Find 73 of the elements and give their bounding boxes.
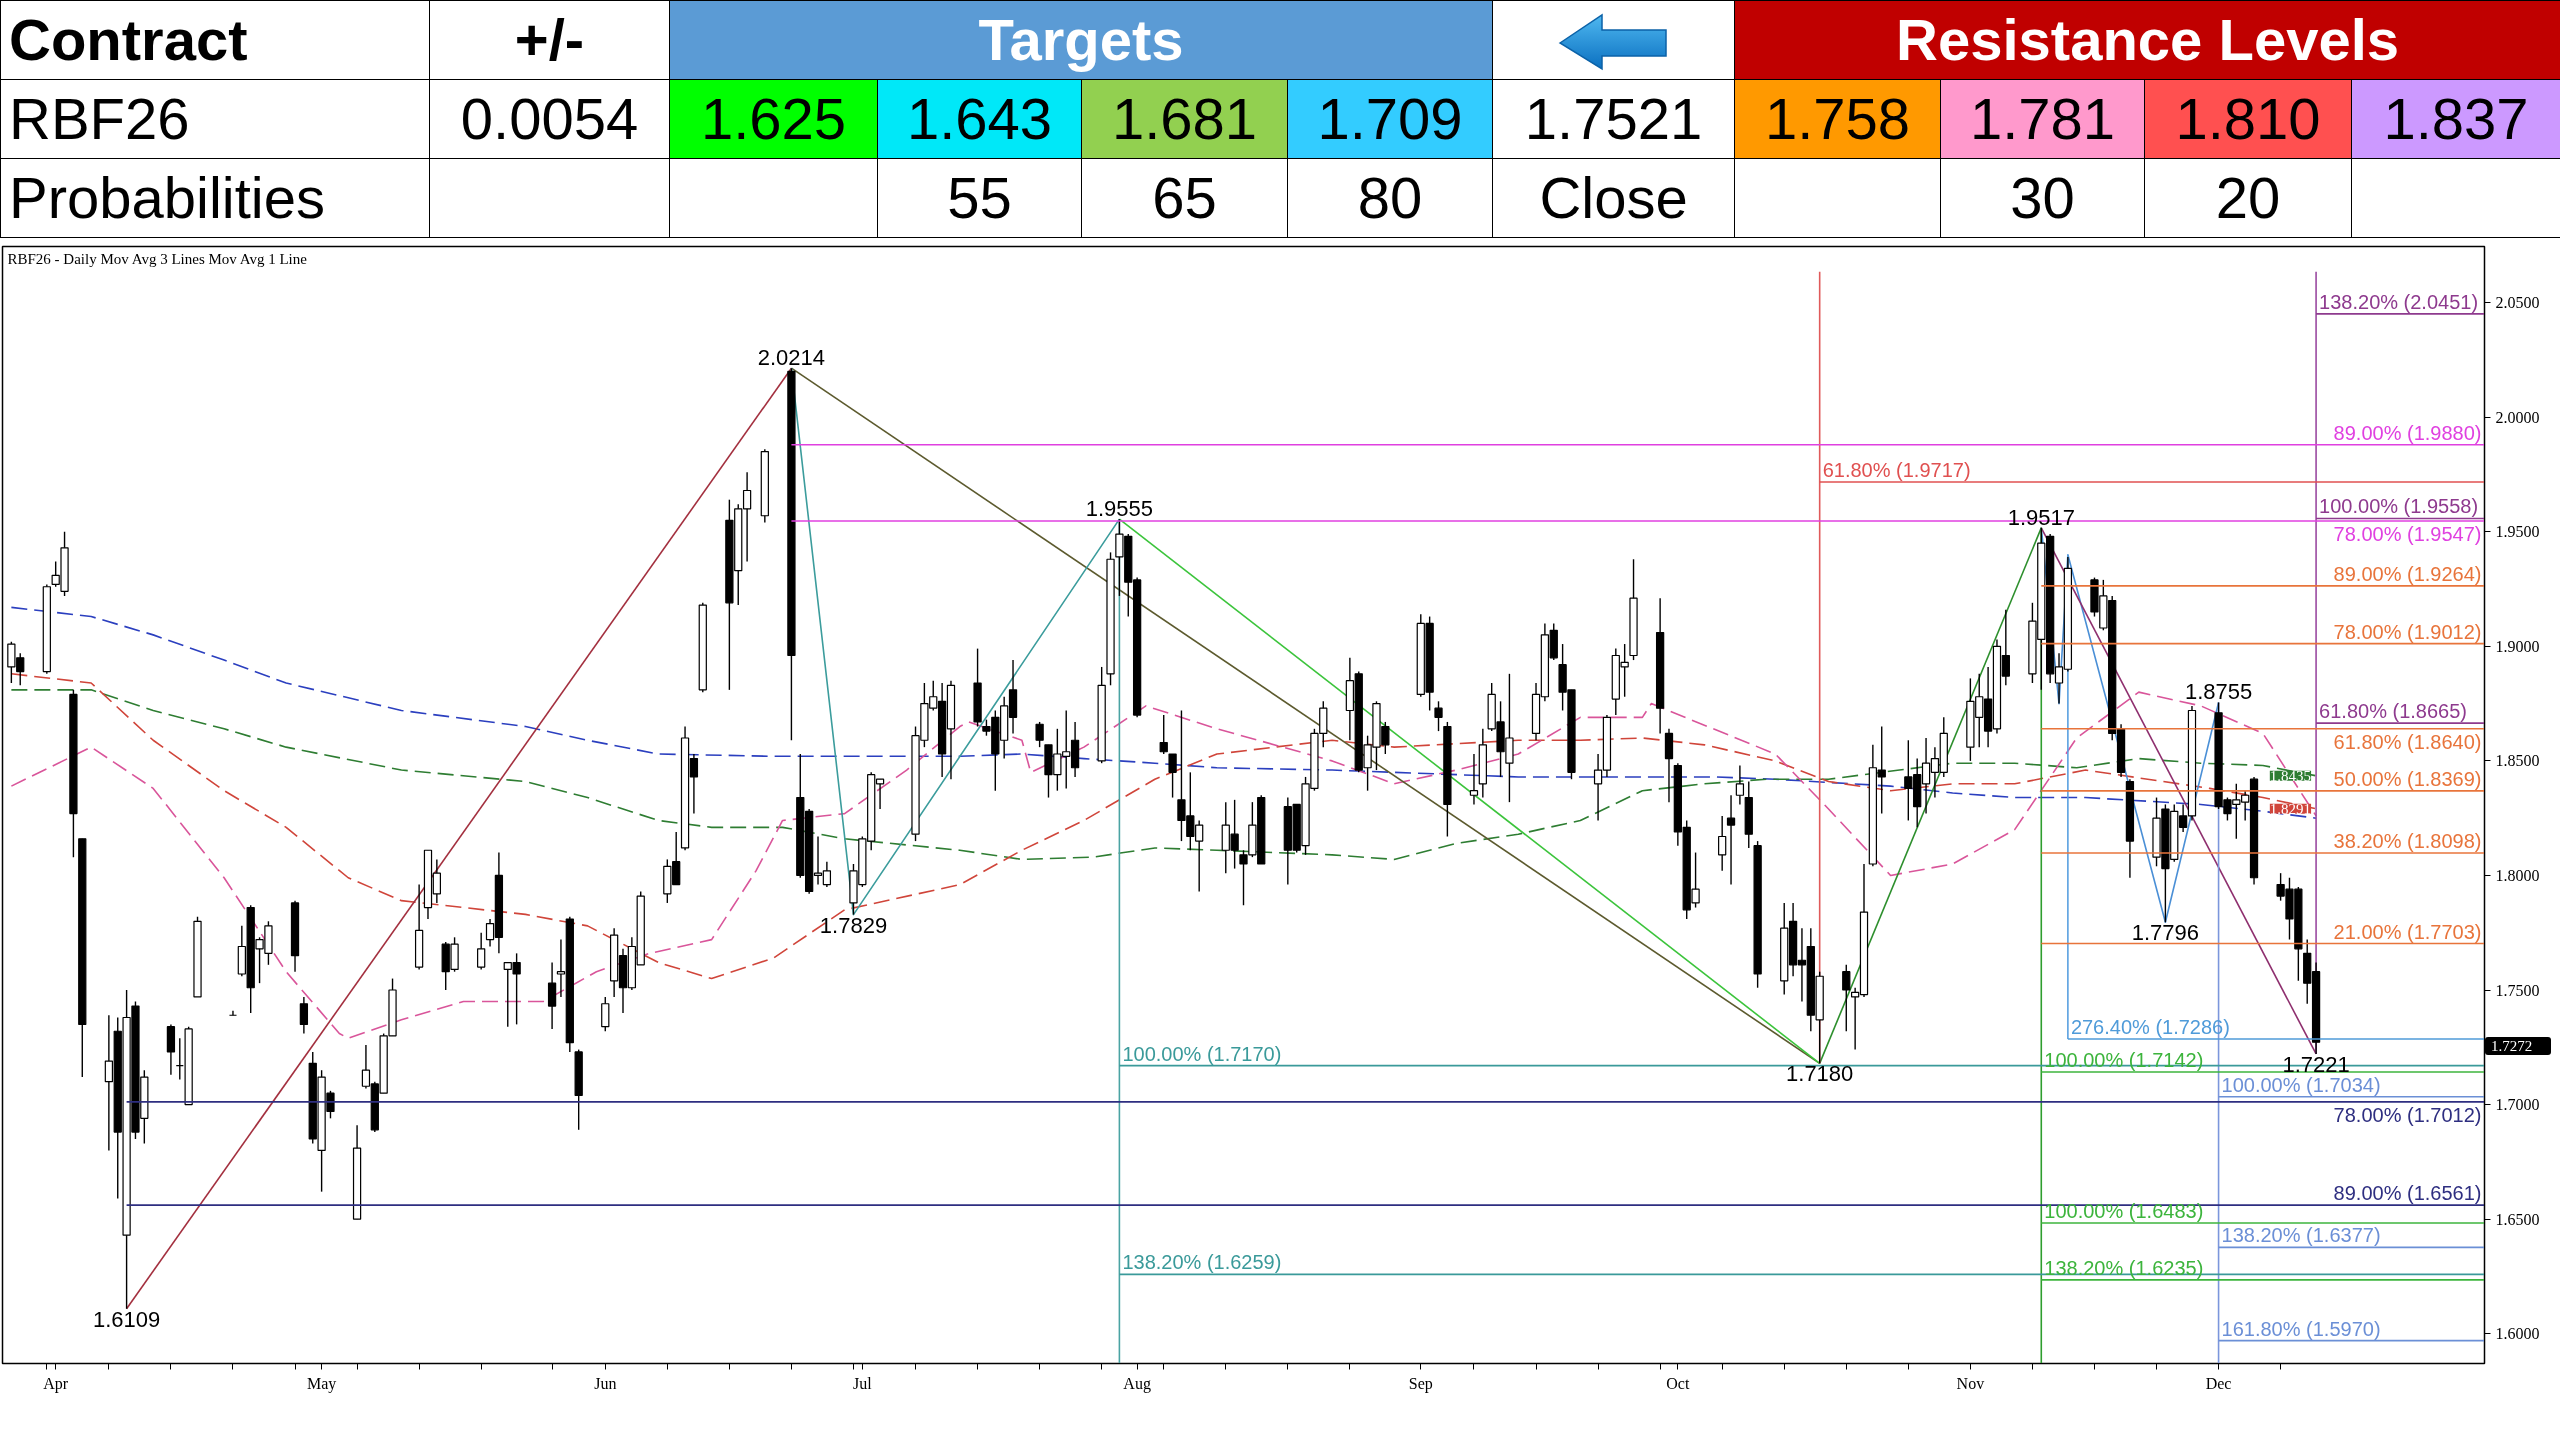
text: Contract: [9, 7, 248, 72]
text: 20: [2215, 165, 2281, 230]
y-tick-label: 1.8000: [2495, 866, 2540, 884]
x-tick-label: Oct: [1666, 1374, 1690, 1392]
annotation: 2.0214: [757, 345, 826, 371]
data-label: 100.00% (1.7034): [2221, 1073, 2381, 1096]
annotation: 1.9555: [1085, 496, 1154, 522]
y-tick-label: 2.0000: [2495, 408, 2540, 426]
text: RBF26: [9, 86, 190, 151]
data-label: 50.00% (1.8369): [2333, 767, 2482, 790]
text: 1.625: [700, 86, 847, 151]
data-label: 89.00% (1.9880): [2333, 421, 2482, 444]
text: 65: [1152, 165, 1217, 230]
text: 1.681: [1111, 86, 1258, 151]
data-label: 138.20% (1.6259): [1122, 1251, 1282, 1274]
annotation: 1.7829: [819, 912, 888, 938]
text: 1.837: [2383, 86, 2529, 151]
x-tick-label: Apr: [43, 1374, 69, 1393]
annotation: 1.7180: [1786, 1061, 1854, 1087]
data-label: 1.8435: [2269, 767, 2312, 784]
data-label: 100.00% (1.9558): [2319, 495, 2479, 518]
x-tick-label: Nov: [1956, 1374, 1985, 1392]
chart-title: RBF26 - Daily Mov Avg 3 Lines Mov Avg 1 Line: [7, 250, 308, 267]
text: +/-: [514, 7, 585, 72]
text: Close: [1539, 165, 1688, 230]
x-tick-label: Jun: [594, 1374, 617, 1392]
text: 1.709: [1317, 86, 1463, 151]
data-label: 78.00% (1.9547): [2333, 523, 2482, 545]
text: 1.758: [1764, 86, 1911, 151]
text: Resistance Levels: [1896, 7, 2400, 72]
text: 55: [947, 165, 1012, 230]
text: 1.810: [2175, 86, 2321, 151]
text: 1.7521: [1524, 86, 1703, 151]
y-tick-label: 1.6000: [2495, 1325, 2540, 1343]
data-label: 78.00% (1.9012): [2333, 620, 2482, 643]
text: Probabilities: [9, 165, 325, 230]
x-tick-label: Sep: [1408, 1374, 1433, 1393]
text: 1.7272: [2491, 1037, 2533, 1054]
data-label: 61.80% (1.8640): [2333, 730, 2482, 753]
x-tick-label: Jul: [853, 1374, 873, 1392]
data-label: 100.00% (1.6483): [2044, 1200, 2204, 1223]
x-tick-label: May: [306, 1374, 337, 1393]
y-tick-label: 1.7000: [2495, 1096, 2540, 1114]
text: 0.0054: [460, 86, 639, 151]
data-label: 21.00% (1.7703): [2333, 920, 2482, 943]
annotation: 1.7796: [2131, 920, 2200, 946]
data-label: 61.80% (1.9717): [1822, 459, 1971, 482]
y-tick-label: 1.9000: [2495, 637, 2540, 655]
y-tick-label: 1.8500: [2495, 752, 2540, 770]
data-label: 138.20% (2.0451): [2319, 290, 2479, 313]
data-label: 38.20% (1.8098): [2333, 830, 2482, 852]
y-tick-label: 1.9500: [2495, 523, 2540, 541]
data-label: 100.00% (1.7170): [1122, 1042, 1282, 1065]
y-tick-label: 1.6500: [2495, 1210, 2540, 1228]
y-tick-label: 2.0500: [2495, 294, 2540, 312]
data-label: 138.20% (1.6235): [2044, 1256, 2204, 1279]
text: 1.781: [1969, 86, 2116, 151]
data-label: 161.80% (1.5970): [2221, 1317, 2381, 1340]
x-tick-label: Dec: [2205, 1374, 2232, 1392]
data-label: 1.8291: [2269, 800, 2312, 817]
data-label: 78.00% (1.7012): [2333, 1103, 2482, 1126]
data-label: 138.20% (1.6377): [2221, 1224, 2381, 1247]
x-tick-label: Aug: [1123, 1374, 1151, 1393]
data-label: 89.00% (1.6561): [2333, 1182, 2482, 1205]
data-label: 61.80% (1.8665): [2319, 700, 2467, 723]
annotation: 1.6109: [92, 1306, 161, 1332]
text: 1.643: [906, 86, 1053, 151]
text: 30: [2010, 165, 2075, 230]
y-tick-label: 1.7500: [2495, 981, 2540, 999]
text: Targets: [978, 7, 1184, 72]
text: 80: [1357, 165, 1423, 230]
data-label: 89.00% (1.9264): [2333, 562, 2482, 585]
annotation: 1.8755: [2184, 679, 2253, 705]
